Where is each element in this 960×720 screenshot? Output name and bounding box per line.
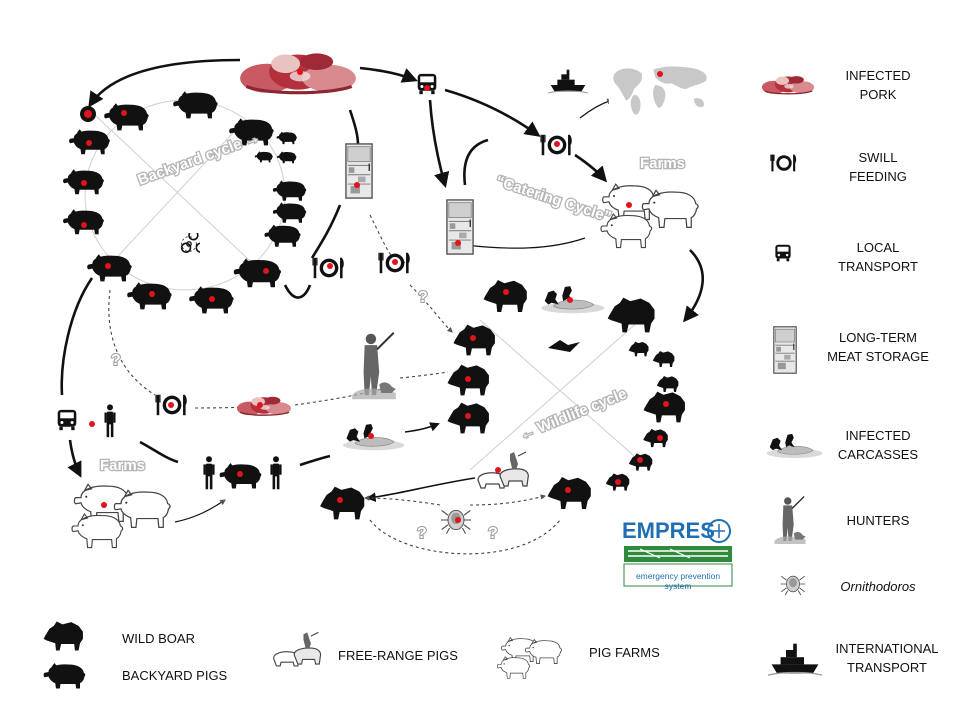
backyard-cycle: Backyard cycle → [63, 91, 307, 314]
piglet [277, 151, 297, 164]
piglet [276, 131, 297, 145]
backyard-pig [63, 209, 104, 235]
uncertain-route-mark: ? [417, 525, 427, 542]
wild-boar-icon [43, 621, 83, 651]
wildlife-cycle: ← Wildlife cycle [447, 280, 685, 509]
person-icon [203, 456, 215, 490]
wildlife-cycle-guides [469, 319, 651, 471]
backyard-pig [233, 258, 282, 288]
legend-label-backyard-pigs: BACKYARD PIGS [122, 668, 228, 683]
boar-piglet [628, 341, 649, 357]
biohazard-icon [180, 233, 200, 253]
transmission-arrows [60, 58, 704, 523]
international-ship-icon [548, 69, 588, 94]
farms-top: Farms [600, 154, 699, 249]
legend-label-international-transport: INTERNATIONAL TRANSPORT [835, 641, 939, 675]
backyard-pig [272, 180, 307, 201]
backyard-pig [173, 91, 218, 119]
legend-right-icons [761, 75, 823, 676]
infected-pork-pile [236, 396, 292, 416]
wild-boar [320, 486, 365, 520]
boar-piglet [643, 428, 668, 448]
boar-piglet [656, 376, 679, 392]
uncertain-route-mark: ? [418, 289, 428, 306]
catering-cycle-label: “Catering Cycle” [494, 173, 613, 226]
legend-label-infected-pork: INFECTED PORK [845, 68, 911, 102]
wild-boar [547, 477, 591, 509]
farm-pigs-icon [496, 656, 531, 679]
hunter-with-dog [351, 331, 397, 401]
legend-label-infected-carcasses: INFECTED CARCASSES [837, 428, 919, 462]
bus-icon [775, 244, 791, 262]
empres-logo: EMPRES emergency prevention system [622, 518, 734, 591]
piglet [254, 151, 273, 163]
meat-storage-fridge [345, 143, 373, 199]
backyard-pig [104, 103, 149, 131]
backyard-pig [127, 282, 172, 310]
empres-logo-graphic [623, 519, 733, 587]
world-map [608, 60, 716, 118]
farms-label: Farms [640, 155, 685, 172]
local-transport-bus-icon [417, 73, 437, 95]
carcass-icon [766, 433, 823, 459]
tick-icon [780, 575, 806, 596]
local-transport-bus-icon [57, 409, 77, 431]
wild-boar [607, 297, 655, 333]
empres-subtitle: emergency prevention system [635, 571, 721, 591]
hunter-icon [773, 495, 807, 545]
pig-icon [43, 663, 86, 689]
ship-icon [768, 642, 822, 676]
free-range-pigs-icon [272, 631, 322, 667]
legend-label-hunters: HUNTERS [846, 513, 910, 528]
farms-label: Farms [100, 457, 145, 474]
infection-dots [81, 69, 669, 523]
farm-pig [71, 513, 124, 549]
legend-label-local-transport: LOCAL TRANSPORT [838, 240, 918, 274]
free-range-pigs [477, 451, 529, 489]
backyard-cycle-label: Backyard cycle → [136, 129, 262, 189]
empres-wordmark: EMPRES [622, 518, 715, 543]
legend-label-long-term-storage: LONG-TERM MEAT STORAGE [827, 330, 929, 364]
uncertain-route-mark: ? [488, 525, 498, 542]
crow-icon [548, 340, 580, 352]
backyard-pig [272, 202, 307, 223]
farms-bottom: Farms [71, 456, 171, 549]
fridge-icon [773, 326, 797, 374]
boar-piglet [652, 351, 675, 367]
wild-boar [643, 391, 685, 423]
uncertain-route-mark: ? [111, 352, 121, 369]
legend-label-pig-farms: PIG FARMS [589, 645, 660, 660]
backyard-pig [264, 224, 301, 247]
plate-icon [770, 154, 797, 172]
legend-label-ornithodoros: Ornithodoros [840, 579, 916, 594]
person-icon [270, 456, 282, 490]
wild-boar [483, 280, 527, 312]
legend-label-swill-feeding: SWILL FEEDING [849, 150, 907, 184]
meat-storage-fridge [446, 199, 474, 255]
wildlife-cycle-label: ← Wildlife cycle [517, 385, 629, 443]
meat-icon [761, 75, 815, 95]
legend-label-free-range-pigs: FREE-RANGE PIGS [338, 648, 458, 663]
person-icon [104, 404, 116, 438]
legend-label-wild-boar: WILD BOAR [122, 631, 195, 646]
